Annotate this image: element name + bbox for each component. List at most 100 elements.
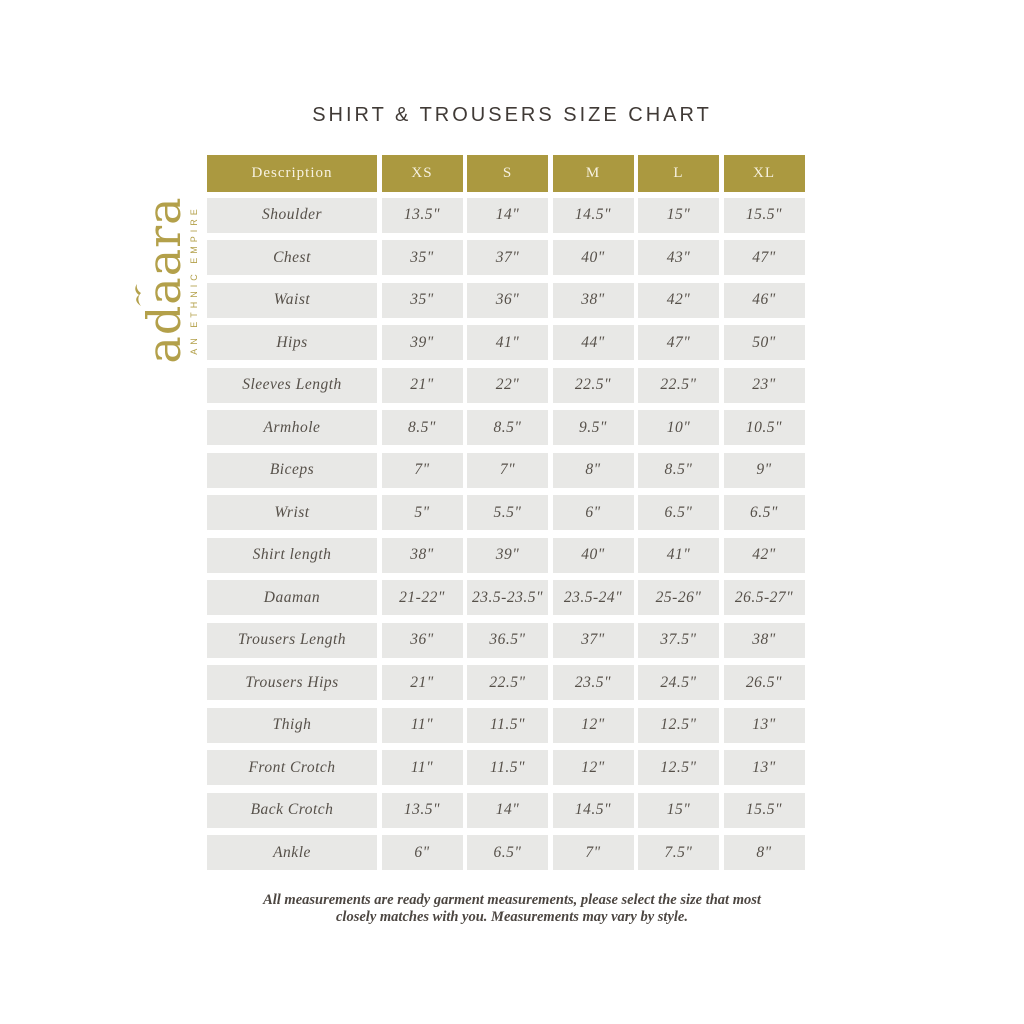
value-cell: 35": [381, 282, 463, 318]
row-label: Thigh: [207, 707, 377, 743]
value-cell: 41": [467, 325, 548, 360]
value-cell: 21": [381, 367, 463, 403]
header-cell: L: [638, 155, 719, 192]
row-label: Wrist: [207, 495, 377, 530]
value-cell: 38": [552, 282, 634, 318]
value-cell: 6": [381, 835, 463, 870]
value-cell: 21": [381, 665, 463, 700]
value-cell: 11": [381, 707, 463, 743]
value-cell: 8": [552, 452, 634, 488]
value-cell: 8.5": [638, 452, 719, 488]
value-cell: 25-26": [638, 580, 719, 615]
value-cell: 23.5-24": [552, 580, 634, 615]
value-cell: 7": [552, 835, 634, 870]
value-cell: 47": [723, 240, 805, 275]
value-cell: 22.5": [467, 665, 548, 700]
value-cell: 15": [638, 792, 719, 828]
value-cell: 38": [723, 622, 805, 658]
value-cell: 26.5-27": [723, 580, 805, 615]
value-cell: 41": [638, 537, 719, 573]
size-table: Description XS S M L XL Shoulder 13.5" 14" 14.5" 1…: [207, 155, 805, 870]
value-cell: 39": [467, 537, 548, 573]
row-label: Trousers Length: [207, 622, 377, 658]
value-cell: 7": [467, 452, 548, 488]
value-cell: 47": [638, 325, 719, 360]
row-label: Front Crotch: [207, 750, 377, 785]
row-label: Armhole: [207, 410, 377, 445]
value-cell: 8.5": [381, 410, 463, 445]
value-cell: 39": [381, 325, 463, 360]
value-cell: 44": [552, 325, 634, 360]
value-cell: 6.5": [723, 495, 805, 530]
row-label: Trousers Hips: [207, 665, 377, 700]
row-label: Daaman: [207, 580, 377, 615]
value-cell: 14": [467, 197, 548, 233]
value-cell: 22": [467, 367, 548, 403]
row-label: Biceps: [207, 452, 377, 488]
row-label: Ankle: [207, 835, 377, 870]
value-cell: 12.5": [638, 750, 719, 785]
value-cell: 14": [467, 792, 548, 828]
value-cell: 15.5": [723, 792, 805, 828]
value-cell: 14.5": [552, 792, 634, 828]
value-cell: 36": [467, 282, 548, 318]
value-cell: 6.5": [467, 835, 548, 870]
value-cell: 8": [723, 835, 805, 870]
value-cell: 40": [552, 240, 634, 275]
value-cell: 10": [638, 410, 719, 445]
row-label: Shirt length: [207, 537, 377, 573]
row-label: Hips: [207, 325, 377, 360]
value-cell: 13.5": [381, 792, 463, 828]
value-cell: 37": [552, 622, 634, 658]
header-cell: XL: [723, 155, 805, 192]
value-cell: 11.5": [467, 750, 548, 785]
value-cell: 26.5": [723, 665, 805, 700]
header-cell: S: [467, 155, 548, 192]
value-cell: 23": [723, 367, 805, 403]
value-cell: 7": [381, 452, 463, 488]
value-cell: 22.5": [552, 367, 634, 403]
value-cell: 36": [381, 622, 463, 658]
value-cell: 8.5": [467, 410, 548, 445]
value-cell: 36.5": [467, 622, 548, 658]
brand-ornament-icon: [134, 283, 141, 306]
value-cell: 22.5": [638, 367, 719, 403]
value-cell: 13.5": [381, 197, 463, 233]
value-cell: 50": [723, 325, 805, 360]
brand-name: adaara: [134, 196, 191, 364]
row-label: Chest: [207, 240, 377, 275]
value-cell: 12": [552, 750, 634, 785]
row-label: Back Crotch: [207, 792, 377, 828]
value-cell: 13": [723, 707, 805, 743]
value-cell: 5.5": [467, 495, 548, 530]
value-cell: 38": [381, 537, 463, 573]
value-cell: 14.5": [552, 197, 634, 233]
value-cell: 46": [723, 282, 805, 318]
brand-text: adaara: [136, 196, 191, 364]
header-cell: XS: [381, 155, 463, 192]
value-cell: 10.5": [723, 410, 805, 445]
value-cell: 13": [723, 750, 805, 785]
row-label: Waist: [207, 282, 377, 318]
value-cell: 23.5-23.5": [467, 580, 548, 615]
value-cell: 42": [638, 282, 719, 318]
value-cell: 24.5": [638, 665, 719, 700]
footnote: All measurements are ready garment measu…: [112, 892, 912, 926]
value-cell: 43": [638, 240, 719, 275]
value-cell: 7.5": [638, 835, 719, 870]
footnote-line1: All measurements are ready garment measu…: [263, 892, 761, 908]
value-cell: 11": [381, 750, 463, 785]
value-cell: 12.5": [638, 707, 719, 743]
value-cell: 15": [638, 197, 719, 233]
value-cell: 42": [723, 537, 805, 573]
value-cell: 12": [552, 707, 634, 743]
page-title: SHIRT & TROUSERS SIZE CHART: [312, 104, 712, 126]
value-cell: 40": [552, 537, 634, 573]
brand-logo: adaara AN ETHNIC EMPIRE: [134, 170, 205, 390]
value-cell: 6": [552, 495, 634, 530]
row-label: Sleeves Length: [207, 367, 377, 403]
value-cell: 9.5": [552, 410, 634, 445]
value-cell: 37": [467, 240, 548, 275]
value-cell: 5": [381, 495, 463, 530]
footnote-line2: closely matches with you. Measurements m…: [336, 909, 688, 925]
